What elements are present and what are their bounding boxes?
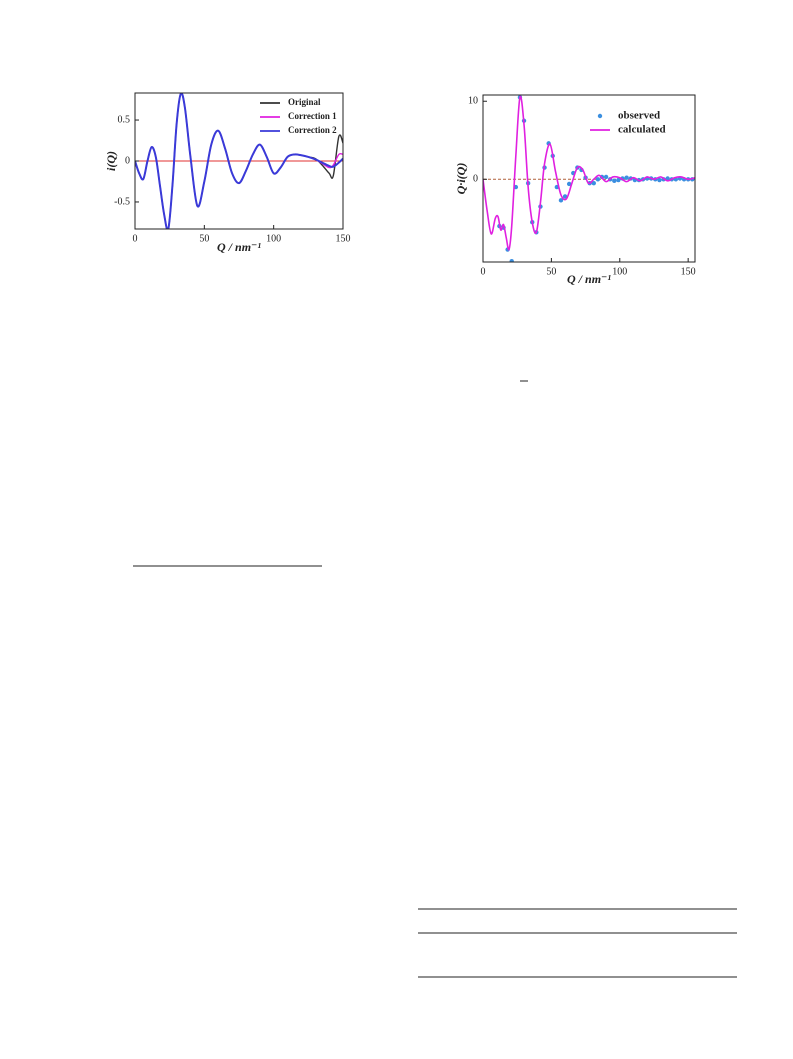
legend-label: Correction 1 <box>288 111 337 121</box>
x-tick-label: 0 <box>133 233 138 244</box>
data-point <box>603 174 609 180</box>
x-axis-label: Q / nm⁻¹ <box>567 272 611 286</box>
data-point <box>562 194 568 199</box>
y-tick-label: 0.5 <box>118 114 131 125</box>
data-line <box>135 93 343 229</box>
x-tick-label: 150 <box>681 266 696 277</box>
x-axis-label: Q / nm⁻¹ <box>217 240 261 254</box>
data-point <box>665 176 670 181</box>
data-point <box>566 181 572 187</box>
plot-area <box>135 93 343 229</box>
data-point <box>509 259 514 262</box>
plot-area <box>483 95 695 262</box>
x-tick-label: 0 <box>481 266 486 277</box>
plot-frame <box>482 94 696 263</box>
legend-label: observed <box>618 110 660 122</box>
legend-label: Correction 2 <box>288 125 337 135</box>
data-point <box>595 177 601 182</box>
legend-label: calculated <box>618 124 666 136</box>
x-tick-label: 150 <box>336 233 351 244</box>
x-tick-label: 100 <box>266 233 281 244</box>
y-tick-label: 0 <box>125 155 130 166</box>
data-point <box>657 177 662 183</box>
plot-frame <box>134 92 344 230</box>
x-tick-label: 50 <box>546 266 556 277</box>
data-line <box>483 95 695 251</box>
y-axis-label: i(Q) <box>104 151 118 171</box>
data-point <box>624 175 629 180</box>
data-point <box>612 178 617 184</box>
data-point <box>591 180 596 186</box>
y-tick-label: 0 <box>473 174 478 185</box>
y-axis-label: Q·i(Q) <box>454 163 468 195</box>
y-tick-label: -0.5 <box>114 196 130 207</box>
x-tick-label: 100 <box>612 266 627 277</box>
x-tick-label: 50 <box>199 233 209 244</box>
data-point <box>558 198 564 203</box>
data-point <box>616 177 621 183</box>
y-tick-label: 10 <box>468 96 478 107</box>
legend-marker <box>597 113 603 119</box>
legend-label: Original <box>288 97 321 107</box>
